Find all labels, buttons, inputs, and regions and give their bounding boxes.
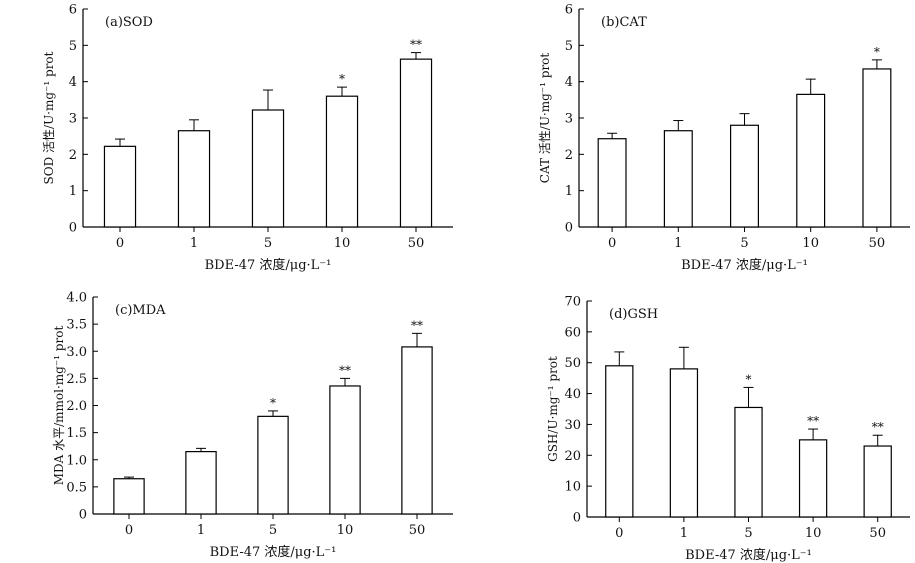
x-tick-label: 1 [680, 526, 688, 541]
bar-10 [329, 385, 361, 515]
y-tick-label: 4 [565, 75, 573, 90]
bar-50 [862, 68, 892, 228]
bar-0 [597, 138, 627, 228]
y-axis-label: CAT 活性/U·mg⁻¹ prot [538, 53, 552, 184]
y-tick-label: 3.0 [66, 345, 87, 360]
y-tick-label: 30 [564, 418, 581, 433]
y-tick-label: 1 [69, 184, 77, 199]
x-tick-label: 1 [674, 236, 682, 251]
x-tick-label: 50 [408, 236, 425, 251]
x-tick-label: 1 [190, 236, 198, 251]
bar-1 [663, 130, 693, 228]
panel-title: (b)CAT [601, 15, 647, 30]
bar-5 [729, 124, 760, 228]
x-axis-label: BDE-47 浓度/μg·L⁻¹ [685, 547, 812, 563]
y-tick-label: 10 [564, 480, 581, 495]
panel-title: (a)SOD [105, 15, 153, 30]
bar-5 [734, 406, 763, 518]
bar-10 [796, 93, 826, 228]
chart-a: 0 1 2 3 4 5 6 0 1 5 * 10 ** 50 (a)SOD BDE-47 浓度/μg·L⁻¹ S… [42, 3, 453, 273]
significance-marker: ** [339, 363, 351, 377]
x-tick-label: 5 [744, 526, 752, 541]
bar-50 [399, 58, 433, 228]
y-tick-label: 4 [69, 75, 77, 90]
y-tick-label: 3.5 [66, 318, 87, 333]
y-tick-label: 50 [564, 356, 581, 371]
y-tick-label: 70 [564, 295, 581, 310]
y-tick-label: 1 [565, 184, 573, 199]
x-tick-label: 5 [269, 523, 277, 538]
significance-marker: ** [807, 414, 819, 428]
x-tick-label: 50 [869, 236, 886, 251]
significance-marker: * [270, 396, 276, 410]
bar-1 [185, 451, 217, 515]
bar-5 [251, 109, 285, 228]
bar-1 [669, 368, 699, 518]
y-tick-label: 6 [565, 3, 573, 18]
x-tick-label: 10 [802, 236, 819, 251]
y-tick-label: 2 [565, 148, 573, 163]
x-tick-label: 50 [409, 523, 426, 538]
y-tick-label: 1.5 [66, 426, 87, 441]
y-tick-label: 0 [69, 221, 77, 236]
bar-1 [177, 130, 211, 228]
bar-0 [113, 478, 145, 515]
y-tick-label: 1.0 [66, 453, 87, 468]
y-tick-label: 40 [564, 387, 581, 402]
x-tick-label: 10 [334, 236, 351, 251]
significance-marker: * [874, 45, 880, 59]
y-tick-label: 3 [565, 112, 573, 127]
x-tick-label: 50 [869, 526, 886, 541]
x-tick-label: 10 [805, 526, 822, 541]
significance-marker: * [339, 72, 345, 86]
x-axis-label: BDE-47 浓度/μg·L⁻¹ [681, 257, 808, 273]
significance-marker: ** [872, 420, 884, 434]
y-tick-label: 4.0 [66, 291, 87, 306]
y-tick-label: 20 [564, 449, 581, 464]
x-tick-label: 1 [197, 523, 205, 538]
y-tick-label: 2.5 [66, 372, 87, 387]
x-tick-label: 5 [740, 236, 748, 251]
panel-title: (d)GSH [609, 307, 658, 322]
y-tick-label: 2 [69, 148, 77, 163]
x-tick-label: 0 [116, 236, 124, 251]
y-tick-label: 60 [564, 325, 581, 340]
y-tick-label: 0 [565, 221, 573, 236]
chart-b: 0 1 2 3 4 5 6 0 1 5 10 * 50 (b)CAT BDE-47 浓度/μg·L⁻¹ CAT… [538, 3, 910, 273]
y-tick-label: 0.5 [66, 480, 87, 495]
bar-5 [257, 415, 289, 515]
bar-0 [103, 145, 137, 228]
bar-10 [798, 439, 828, 518]
x-tick-label: 5 [264, 236, 272, 251]
significance-marker: ** [411, 318, 423, 332]
y-tick-label: 2.0 [66, 399, 87, 414]
significance-marker: * [746, 372, 752, 386]
panel-title: (c)MDA [115, 303, 166, 318]
x-tick-label: 0 [125, 523, 133, 538]
chart-d: 0 10 20 30 40 50 60 70 0 1 * 5 ** 10 ** 50 (d)GSH BDE-47 … [546, 295, 910, 563]
y-tick-label: 5 [69, 39, 77, 54]
x-tick-label: 10 [337, 523, 354, 538]
bar-0 [605, 365, 634, 518]
y-tick-label: 3 [69, 112, 77, 127]
significance-marker: ** [410, 38, 422, 52]
chart-c: 0 0.5 1.0 1.5 2.0 2.5 3.0 3.5 4.0 0 1 * 5 ** 10 ** 50 (c)… [52, 291, 453, 560]
y-axis-label: GSH/U·mg⁻¹ prot [546, 356, 560, 462]
y-axis-label: SOD 活性/U·mg⁻¹ prot [42, 51, 56, 184]
bar-50 [401, 346, 433, 515]
y-tick-label: 5 [565, 39, 573, 54]
x-tick-label: 0 [608, 236, 616, 251]
y-tick-label: 6 [69, 3, 77, 18]
y-tick-label: 0 [573, 511, 581, 526]
x-tick-label: 0 [615, 526, 623, 541]
y-axis-label: MDA 水平/mmol·mg⁻¹ prot [52, 326, 66, 486]
bar-10 [325, 95, 359, 228]
x-axis-label: BDE-47 浓度/μg·L⁻¹ [205, 257, 332, 273]
x-axis-label: BDE-47 浓度/μg·L⁻¹ [210, 544, 337, 560]
y-tick-label: 0 [79, 508, 87, 523]
bar-50 [863, 445, 892, 518]
